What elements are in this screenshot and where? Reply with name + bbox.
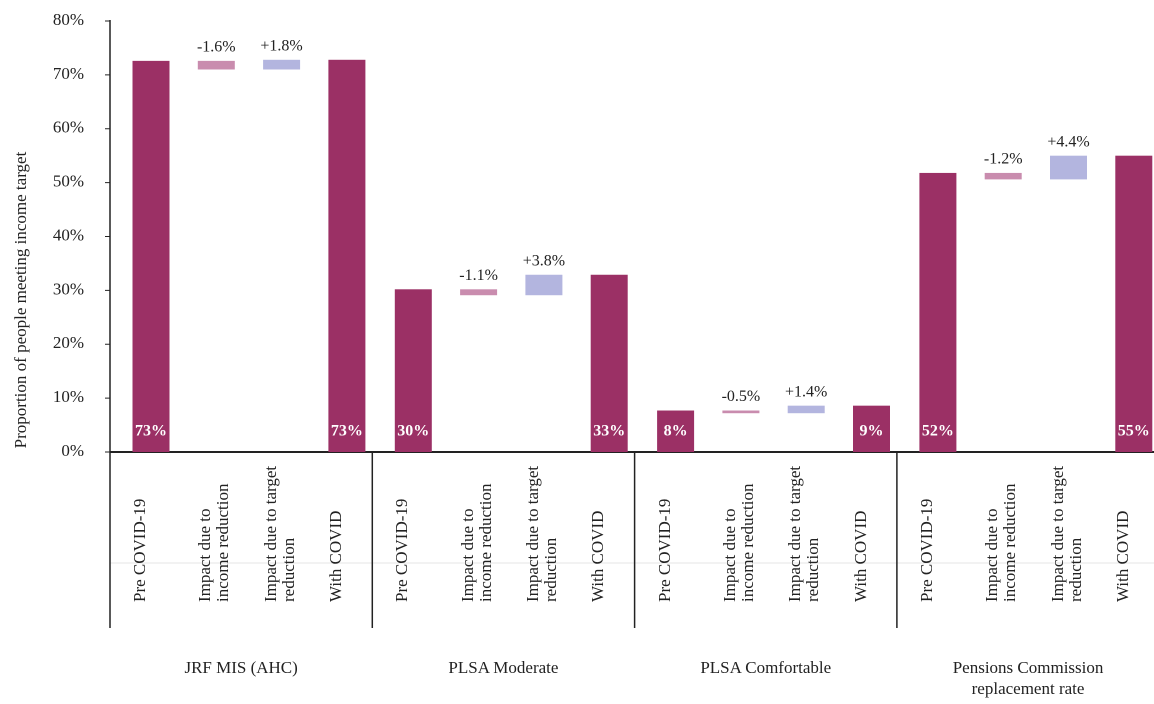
bar <box>853 405 890 452</box>
group-label: PLSA Moderate <box>448 658 559 677</box>
x-tick-label: Pre COVID-19 <box>916 498 936 602</box>
y-tick-label: 10% <box>53 387 84 406</box>
data-label: 9% <box>860 423 884 440</box>
bar <box>590 274 628 452</box>
bar <box>1115 155 1153 452</box>
x-tick-label: With COVID <box>325 510 345 602</box>
data-label: -1.1% <box>459 267 498 284</box>
bar <box>197 60 235 70</box>
x-tick-label: Impact due to income reduction <box>719 483 757 603</box>
bar <box>787 405 825 414</box>
x-tick-label: Impact due to target reduction <box>1047 465 1085 602</box>
bar <box>984 172 1022 180</box>
y-tick-label: 0% <box>61 441 84 460</box>
bar <box>919 172 957 453</box>
data-label: 8% <box>664 423 688 440</box>
x-tick-label: Impact due to income reduction <box>982 483 1020 603</box>
data-label: 33% <box>593 423 625 440</box>
x-tick-label: With COVID <box>588 510 608 602</box>
data-label: -1.2% <box>984 151 1023 168</box>
data-label: 73% <box>135 423 167 440</box>
data-label: 30% <box>397 423 429 440</box>
data-label: -0.5% <box>722 388 761 405</box>
y-tick-label: 70% <box>53 64 84 83</box>
y-axis-label: Proportion of people meeting income targ… <box>11 151 30 448</box>
y-tick-label: 30% <box>53 279 84 298</box>
bar <box>132 60 170 453</box>
data-label: +1.8% <box>260 37 302 54</box>
x-tick-label: Pre COVID-19 <box>392 498 412 602</box>
x-tick-label: Impact due to income reduction <box>457 483 495 603</box>
y-tick-label: 50% <box>53 172 84 191</box>
x-tick-label: With COVID <box>1112 510 1132 602</box>
group-label: Pensions Commission replacement rate <box>952 658 1104 698</box>
x-tick-label: Pre COVID-19 <box>130 498 149 602</box>
bar <box>460 289 498 296</box>
data-label: -1.6% <box>197 39 236 56</box>
y-tick-label: 80% <box>53 10 84 29</box>
x-tick-label: With COVID <box>850 510 870 602</box>
data-label: 52% <box>922 423 954 440</box>
y-tick-label: 40% <box>53 225 84 244</box>
x-tick-label: Pre COVID-19 <box>654 498 674 602</box>
data-label: 55% <box>1118 423 1150 440</box>
y-tick-label: 20% <box>53 333 84 352</box>
x-tick-label: Impact due to target reduction <box>522 465 560 602</box>
y-tick-label: 60% <box>53 118 84 137</box>
bar <box>525 274 563 296</box>
group-label: PLSA Comfortable <box>700 658 832 677</box>
data-label: 73% <box>331 423 363 440</box>
bar <box>722 410 760 414</box>
data-label: +4.4% <box>1047 133 1089 150</box>
data-label: +3.8% <box>523 252 565 269</box>
bar <box>328 59 366 452</box>
bar <box>657 410 695 452</box>
bar <box>263 59 301 70</box>
bar <box>1050 155 1087 180</box>
bar <box>394 289 432 452</box>
x-tick-label: Impact due to target reduction <box>260 465 298 602</box>
x-tick-label: Impact due to target reduction <box>785 465 823 602</box>
x-tick-label: Impact due to income reduction <box>195 483 233 603</box>
group-label: JRF MIS (AHC) <box>184 658 298 677</box>
data-label: +1.4% <box>785 383 827 400</box>
